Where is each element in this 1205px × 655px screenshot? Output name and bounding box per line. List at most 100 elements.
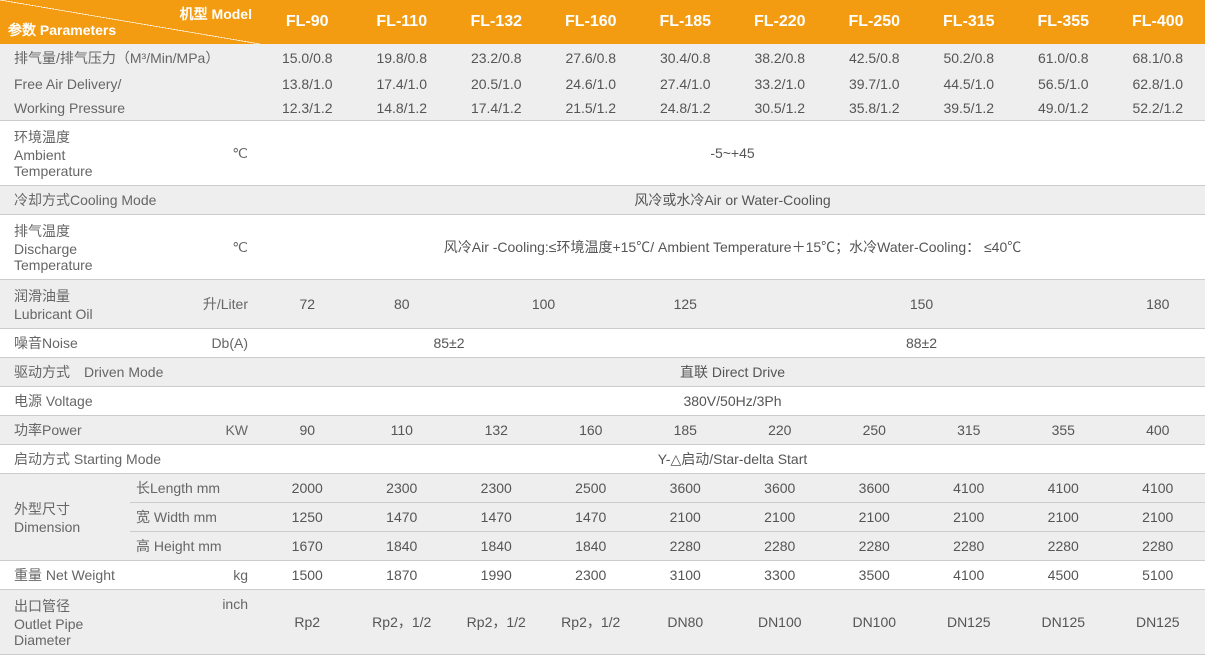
model-head: FL-250 bbox=[827, 0, 922, 44]
cell: 38.2/0.8 bbox=[733, 44, 828, 72]
cell: 2300 bbox=[355, 474, 450, 503]
outlet-label: 出口管径 Outlet Pipe Diameter bbox=[0, 590, 130, 655]
cell: 3600 bbox=[733, 474, 828, 503]
cell: 56.5/1.0 bbox=[1016, 72, 1111, 96]
cell: 27.6/0.8 bbox=[544, 44, 639, 72]
driven-value: 直联 Direct Drive bbox=[260, 358, 1205, 387]
cell: 1470 bbox=[355, 503, 450, 532]
power-unit: KW bbox=[130, 416, 260, 445]
cell: 1840 bbox=[355, 532, 450, 561]
cell: 33.2/1.0 bbox=[733, 72, 828, 96]
cell: 110 bbox=[355, 416, 450, 445]
starting-value: Y-△启动/Star-delta Start bbox=[260, 445, 1205, 474]
cell: 2300 bbox=[449, 474, 544, 503]
dim-length-row: 外型尺寸 Dimension 长Length mm 20002300230025… bbox=[0, 474, 1205, 503]
weight-unit: kg bbox=[130, 561, 260, 590]
discharge-value: 风冷Air -Cooling:≤环境温度+15℃/ Ambient Temper… bbox=[260, 215, 1205, 280]
fad-row-3: Working Pressure 12.3/1.214.8/1.217.4/1.… bbox=[0, 96, 1205, 121]
cell: Rp2，1/2 bbox=[544, 590, 639, 655]
outlet-en: Outlet Pipe Diameter bbox=[14, 616, 83, 648]
cell: 35.8/1.2 bbox=[827, 96, 922, 121]
dim-height-label: 高 Height mm bbox=[130, 532, 260, 561]
discharge-row: 排气温度 Discharge Temperature ℃ 风冷Air -Cool… bbox=[0, 215, 1205, 280]
cell: 30.5/1.2 bbox=[733, 96, 828, 121]
model-head: FL-220 bbox=[733, 0, 828, 44]
lubricant-cn: 润滑油量 bbox=[14, 288, 70, 304]
model-head: FL-185 bbox=[638, 0, 733, 44]
cell: 2280 bbox=[733, 532, 828, 561]
ambient-unit: ℃ bbox=[130, 121, 260, 186]
cell: 4100 bbox=[1111, 474, 1205, 503]
cell: 2280 bbox=[922, 532, 1017, 561]
noise-row: 噪音Noise Db(A) 85±2 88±2 bbox=[0, 329, 1205, 358]
driven-row: 驱动方式 Driven Mode 直联 Direct Drive bbox=[0, 358, 1205, 387]
outlet-unit: inch bbox=[130, 590, 260, 655]
cell: 24.8/1.2 bbox=[638, 96, 733, 121]
cell: 2100 bbox=[1016, 503, 1111, 532]
cell: 44.5/1.0 bbox=[922, 72, 1017, 96]
cell: 12.3/1.2 bbox=[260, 96, 355, 121]
cell: 1470 bbox=[449, 503, 544, 532]
cell: 13.8/1.0 bbox=[260, 72, 355, 96]
cell: 61.0/0.8 bbox=[1016, 44, 1111, 72]
param-label: 参数 Parameters bbox=[8, 20, 116, 40]
discharge-label: 排气温度 Discharge Temperature bbox=[0, 215, 130, 280]
cell: 24.6/1.0 bbox=[544, 72, 639, 96]
cell: DN125 bbox=[922, 590, 1017, 655]
discharge-cn: 排气温度 bbox=[14, 223, 70, 239]
fad-label-en1: Free Air Delivery/ bbox=[0, 72, 260, 96]
cell: 15.0/0.8 bbox=[260, 44, 355, 72]
spec-table: 机型 Model 参数 Parameters FL-90 FL-110 FL-1… bbox=[0, 0, 1205, 655]
model-head: FL-400 bbox=[1111, 0, 1205, 44]
cell: 20.5/1.0 bbox=[449, 72, 544, 96]
outlet-cn: 出口管径 bbox=[14, 598, 70, 614]
cell: 52.2/1.2 bbox=[1111, 96, 1205, 121]
cell: DN100 bbox=[733, 590, 828, 655]
cell: 2100 bbox=[1111, 503, 1205, 532]
model-head: FL-90 bbox=[260, 0, 355, 44]
dim-length-label: 长Length mm bbox=[130, 474, 260, 503]
cell: 3600 bbox=[827, 474, 922, 503]
cell: 2100 bbox=[827, 503, 922, 532]
cell: 23.2/0.8 bbox=[449, 44, 544, 72]
cell: 2000 bbox=[260, 474, 355, 503]
dim-height-row: 高 Height mm 1670184018401840228022802280… bbox=[0, 532, 1205, 561]
dim-label: 外型尺寸 Dimension bbox=[0, 474, 130, 561]
cell: 21.5/1.2 bbox=[544, 96, 639, 121]
weight-row: 重量 Net Weight kg 15001870199023003100330… bbox=[0, 561, 1205, 590]
model-head: FL-160 bbox=[544, 0, 639, 44]
cell: 4100 bbox=[1016, 474, 1111, 503]
dim-width-label: 宽 Width mm bbox=[130, 503, 260, 532]
driven-label: 驱动方式 Driven Mode bbox=[0, 358, 260, 387]
lubricant-label: 润滑油量 Lubricant Oil bbox=[0, 280, 130, 329]
cell: 85±2 bbox=[260, 329, 638, 358]
lubricant-en: Lubricant Oil bbox=[14, 306, 93, 322]
dim-width-row: 宽 Width mm 12501470147014702100210021002… bbox=[0, 503, 1205, 532]
cell: 2500 bbox=[544, 474, 639, 503]
ambient-row: 环境温度 Ambient Temperature ℃ -5~+45 bbox=[0, 121, 1205, 186]
cooling-value: 风冷或水冷Air or Water-Cooling bbox=[260, 186, 1205, 215]
cell: 2100 bbox=[733, 503, 828, 532]
cell: 88±2 bbox=[638, 329, 1205, 358]
voltage-row: 电源 Voltage 380V/50Hz/3Ph bbox=[0, 387, 1205, 416]
cell: DN100 bbox=[827, 590, 922, 655]
cell: 2280 bbox=[827, 532, 922, 561]
cell: 5100 bbox=[1111, 561, 1205, 590]
fad-row-1: 排气量/排气压力（M³/Min/MPa） 15.0/0.819.8/0.823.… bbox=[0, 44, 1205, 72]
cell: 160 bbox=[544, 416, 639, 445]
cell: Rp2，1/2 bbox=[449, 590, 544, 655]
outlet-row: 出口管径 Outlet Pipe Diameter inch Rp2Rp2，1/… bbox=[0, 590, 1205, 655]
ambient-value: -5~+45 bbox=[260, 121, 1205, 186]
cell: 17.4/1.0 bbox=[355, 72, 450, 96]
cell: 125 bbox=[638, 280, 733, 329]
power-label: 功率Power bbox=[0, 416, 130, 445]
cell: 1990 bbox=[449, 561, 544, 590]
model-head: FL-110 bbox=[355, 0, 450, 44]
header-row: 机型 Model 参数 Parameters FL-90 FL-110 FL-1… bbox=[0, 0, 1205, 44]
cell: 19.8/0.8 bbox=[355, 44, 450, 72]
cell: 3500 bbox=[827, 561, 922, 590]
cell: 4100 bbox=[922, 474, 1017, 503]
cell: 180 bbox=[1111, 280, 1205, 329]
cell: 17.4/1.2 bbox=[449, 96, 544, 121]
cell: 3300 bbox=[733, 561, 828, 590]
